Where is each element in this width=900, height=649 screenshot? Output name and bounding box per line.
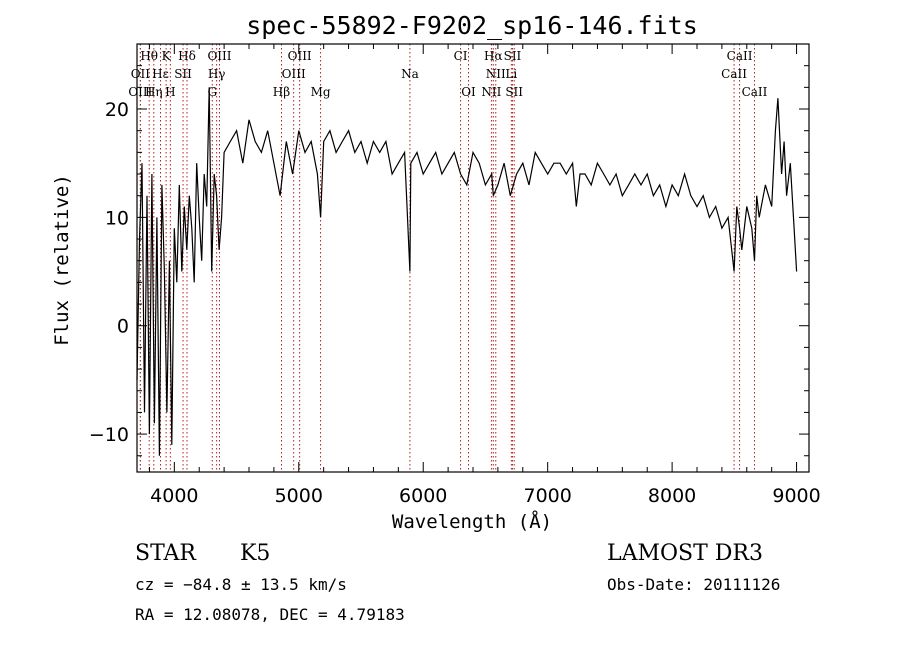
obs-date-text: Obs-Date: 20111126 xyxy=(607,575,780,594)
x-axis-ticks: 4000 5000 6000 7000 8000 9000 xyxy=(148,44,821,507)
line-label-19: Hη xyxy=(145,85,163,99)
line-label-0: Hθ xyxy=(140,49,158,63)
line-label-14: Na xyxy=(401,67,419,81)
line-label-16: Li xyxy=(505,67,517,81)
line-label-2: Hδ xyxy=(178,49,196,63)
line-label-15: NII xyxy=(486,67,506,81)
x-tick-label-3: 7000 xyxy=(523,485,571,507)
y-axis-ticks: −10 0 10 20 xyxy=(89,65,809,457)
x-tick-label-2: 6000 xyxy=(399,485,447,507)
coords-text: RA = 12.08078, DEC = 4.79183 xyxy=(135,605,405,624)
line-label-7: SII xyxy=(504,49,522,63)
line-label-5: CI xyxy=(454,49,468,63)
line-label-4: OIII xyxy=(288,49,312,63)
x-tick-label-4: 8000 xyxy=(648,485,696,507)
chart-title: spec-55892-F9202_sp16-146.fits xyxy=(246,11,698,40)
line-label-18: OIII xyxy=(128,85,152,99)
line-label-24: OI xyxy=(461,85,476,99)
y-tick-label-1: 0 xyxy=(117,316,129,338)
y-tick-label-0: −10 xyxy=(89,424,129,446)
x-tick-label-1: 5000 xyxy=(275,485,323,507)
redshift-text: cz = −84.8 ± 13.5 km/s xyxy=(135,575,347,594)
line-label-17: CaII xyxy=(721,67,747,81)
line-label-9: OII xyxy=(131,67,151,81)
y-axis-label: Flux (relative) xyxy=(51,174,73,346)
flux-series-line xyxy=(136,87,798,456)
x-tick-label-5: 9000 xyxy=(772,485,820,507)
plot-frame xyxy=(136,43,810,473)
line-label-6: Hα xyxy=(484,49,503,63)
survey-name: LAMOST DR3 xyxy=(607,541,763,566)
line-label-25: NII xyxy=(481,85,501,99)
line-label-23: Mg xyxy=(311,85,331,99)
line-label-12: Hγ xyxy=(208,67,226,81)
x-tick-label-0: 4000 xyxy=(150,485,198,507)
line-label-22: Hβ xyxy=(273,85,290,99)
line-label-1: K xyxy=(162,49,172,63)
spectral-line-markers xyxy=(139,44,755,472)
x-axis-label: Wavelength (Å) xyxy=(392,510,552,533)
line-label-27: CaII xyxy=(742,85,768,99)
line-label-11: SII xyxy=(174,67,192,81)
line-label-8: CaII xyxy=(727,49,753,63)
line-label-10: Hε xyxy=(152,67,169,81)
object-class: STAR xyxy=(135,541,197,566)
object-subclass: K5 xyxy=(240,541,270,566)
line-label-21: G xyxy=(207,85,217,99)
line-label-13: OIII xyxy=(282,67,306,81)
line-label-3: OIII xyxy=(207,49,231,63)
y-tick-label-3: 20 xyxy=(105,99,129,121)
line-label-20: H xyxy=(165,85,175,99)
line-label-26: SII xyxy=(505,85,523,99)
y-tick-label-2: 10 xyxy=(105,207,129,229)
